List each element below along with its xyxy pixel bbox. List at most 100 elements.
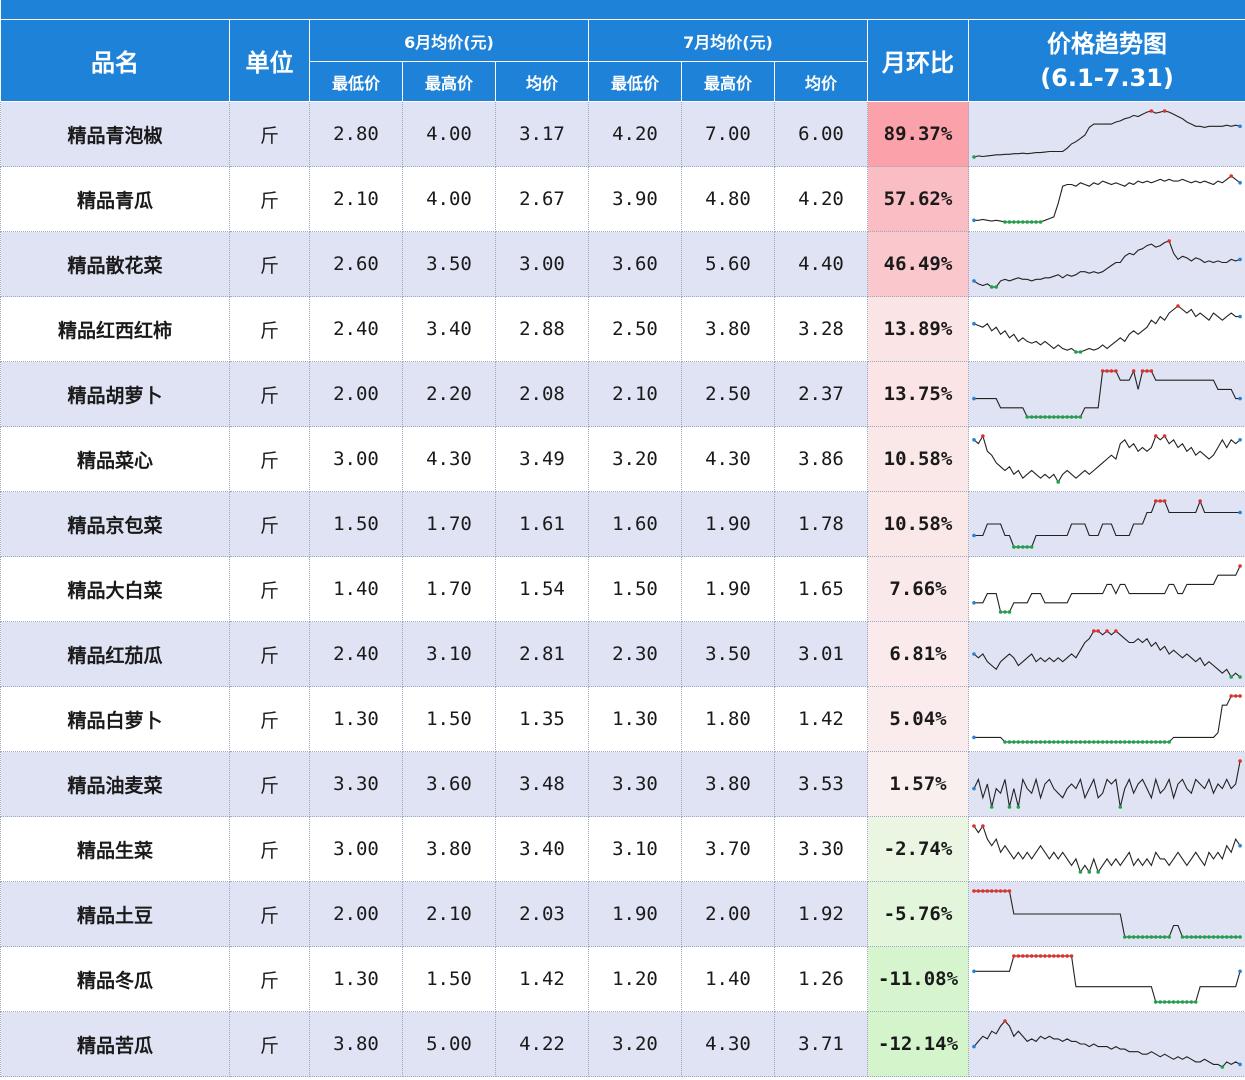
june-low: 3.30: [309, 751, 403, 817]
sparkline-high-point: [1007, 889, 1012, 893]
june-low: 3.00: [309, 816, 403, 882]
sparkline-low-point: [1091, 740, 1096, 744]
trend-sparkline: [967, 556, 1245, 622]
mom-change: 7.66%: [867, 556, 969, 622]
sparkline-end-point: [972, 652, 976, 656]
july-high: 2.00: [681, 881, 775, 947]
sparkline-line: [973, 499, 1241, 548]
unit: 斤: [229, 1011, 310, 1077]
july-low: 3.90: [588, 166, 682, 232]
sparkline-end-point: [1238, 969, 1242, 974]
july-avg: 1.65: [774, 556, 868, 622]
sparkline-low-point: [1149, 740, 1154, 744]
sparkline-svg: [972, 174, 1242, 224]
mom-change: 10.58%: [867, 491, 969, 557]
sparkline-svg: [972, 434, 1242, 484]
sparkline-low-point: [1224, 935, 1229, 939]
sparkline-low-point: [1189, 935, 1194, 939]
trend-sparkline: [967, 166, 1245, 232]
june-low: 1.50: [309, 491, 403, 557]
sparkline-low-point: [1007, 740, 1012, 744]
sparkline-low-point: [1180, 935, 1185, 939]
sparkline-low-point: [1096, 870, 1100, 874]
trend-sparkline: [967, 751, 1245, 817]
sparkline-high-point: [1198, 499, 1202, 503]
june-low: 2.00: [309, 881, 403, 947]
sparkline-low-point: [1069, 415, 1074, 419]
sparkline-low-point: [1021, 740, 1025, 744]
sparkline-end-point: [972, 438, 976, 442]
mom-change: 89.37%: [867, 101, 969, 167]
table-row: 精品青瓜斤 2.10 4.00 2.67 3.90 4.80 4.20 57.62%: [0, 166, 1245, 232]
sparkline-high-point: [1158, 499, 1163, 503]
sparkline-low-point: [1007, 220, 1012, 224]
table-row: 精品胡萝卜斤 2.00 2.20 2.08 2.10 2.50 2.37 13.75%: [0, 361, 1245, 427]
sparkline-high-point: [1149, 109, 1154, 113]
sparkline-low-point: [1136, 935, 1140, 939]
sparkline-low-point: [1136, 740, 1140, 744]
sparkline-low-point: [1056, 740, 1060, 744]
table-row: 精品红茄瓜斤 2.40 3.10 2.81 2.30 3.50 3.01 6.81%: [0, 621, 1245, 687]
sparkline-high-point: [1229, 174, 1234, 178]
june-low: 3.80: [309, 1011, 403, 1077]
july-high: 3.70: [681, 816, 775, 882]
sparkline-low-point: [1016, 805, 1021, 809]
header-unit: 单位: [229, 19, 310, 102]
sparkline-end-point: [1238, 1062, 1242, 1067]
sparkline-low-point: [1043, 740, 1047, 744]
sparkline-high-point: [1162, 499, 1167, 503]
product-name: 精品红西红柿: [0, 296, 230, 362]
sparkline-low-point: [1122, 740, 1127, 744]
trend-sparkline: [967, 621, 1245, 687]
unit: 斤: [229, 296, 310, 362]
sparkline-low-point: [1127, 935, 1132, 939]
sparkline-svg: [972, 824, 1242, 874]
sparkline-low-point: [1029, 415, 1034, 419]
sparkline-low-point: [1029, 740, 1034, 744]
sparkline-low-point: [1043, 415, 1047, 419]
table-row: 精品土豆斤 2.00 2.10 2.03 1.90 2.00 1.92 -5.76%: [0, 881, 1245, 947]
sparkline-high-point: [1016, 954, 1021, 958]
sparkline-low-point: [1074, 740, 1078, 744]
sparkline-low-point: [1007, 610, 1012, 614]
sparkline-low-point: [1149, 935, 1154, 939]
unit: 斤: [229, 491, 310, 557]
unit: 斤: [229, 556, 310, 622]
sparkline-low-point: [1167, 740, 1171, 744]
trend-sparkline: [967, 946, 1245, 1012]
july-avg: 1.42: [774, 686, 868, 752]
sparkline-high-point: [972, 824, 976, 828]
product-name: 精品土豆: [0, 881, 230, 947]
table-row: 精品苦瓜斤 3.80 5.00 4.22 3.20 4.30 3.71 -12.14%: [0, 1011, 1245, 1077]
june-avg: 2.67: [495, 166, 589, 232]
product-name: 精品白萝卜: [0, 686, 230, 752]
sparkline-low-point: [1074, 350, 1078, 354]
sparkline-high-point: [1096, 629, 1100, 633]
july-avg: 4.40: [774, 231, 868, 297]
product-name: 精品胡萝卜: [0, 361, 230, 427]
sparkline-low-point: [1087, 740, 1092, 744]
june-low: 2.00: [309, 361, 403, 427]
sparkline-low-point: [1220, 1065, 1225, 1069]
sparkline-high-point: [1038, 954, 1043, 958]
sparkline-end-point: [1238, 124, 1242, 129]
trend-sparkline: [967, 816, 1245, 882]
sparkline-high-point: [1012, 954, 1016, 958]
sparkline-high-point: [1167, 239, 1171, 243]
sparkline-end-point: [972, 1044, 976, 1049]
june-low: 2.40: [309, 621, 403, 687]
product-name: 精品青泡椒: [0, 101, 230, 167]
june-avg: 3.49: [495, 426, 589, 492]
june-high: 3.10: [402, 621, 496, 687]
sparkline-low-point: [1202, 935, 1207, 939]
trend-sparkline: [967, 361, 1245, 427]
sparkline-low-point: [1065, 415, 1069, 419]
sparkline-low-point: [1158, 935, 1163, 939]
july-high: 2.50: [681, 361, 775, 427]
sparkline-low-point: [1096, 740, 1100, 744]
june-avg: 1.42: [495, 946, 589, 1012]
july-avg: 2.37: [774, 361, 868, 427]
sparkline-end-point: [972, 735, 976, 740]
sparkline-high-point: [976, 889, 981, 893]
table-body: 精品青泡椒斤 2.80 4.00 3.17 4.20 7.00 6.00 89.37% 精品青瓜…: [0, 101, 1245, 1077]
